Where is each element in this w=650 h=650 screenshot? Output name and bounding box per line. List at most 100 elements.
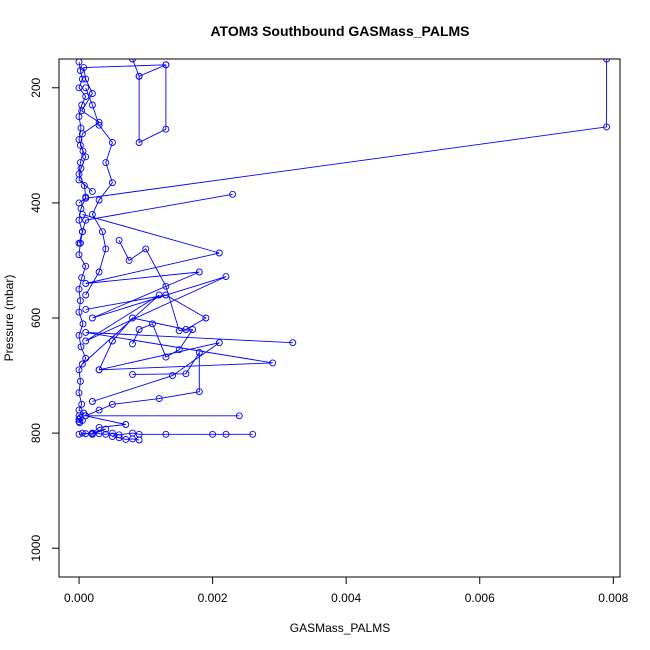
data-point <box>95 268 103 276</box>
data-point <box>215 249 223 257</box>
series-layer <box>75 59 611 444</box>
data-point <box>76 141 84 149</box>
data-point <box>82 305 90 313</box>
series-line-5 <box>138 64 167 144</box>
data-point <box>79 147 87 155</box>
data-point <box>76 377 84 385</box>
data-point <box>108 139 116 146</box>
data-point <box>77 164 85 172</box>
data-point <box>189 326 197 333</box>
data-point <box>75 239 83 247</box>
data-point <box>162 282 170 290</box>
data-point <box>142 245 150 253</box>
data-point <box>129 314 136 322</box>
data-point <box>162 61 170 69</box>
data-point <box>75 430 83 438</box>
data-point <box>75 59 83 66</box>
data-point <box>122 435 130 443</box>
data-point <box>82 291 90 299</box>
data-point <box>78 360 86 368</box>
data-point <box>78 130 86 138</box>
data-point <box>108 433 116 441</box>
data-point <box>162 353 170 361</box>
data-point <box>202 314 210 322</box>
data-point <box>149 320 156 328</box>
data-point <box>78 429 86 437</box>
data-point <box>78 107 86 115</box>
data-point <box>175 346 183 354</box>
data-point <box>182 370 190 378</box>
data-point <box>108 179 116 187</box>
data-point <box>108 400 116 408</box>
data-point <box>129 59 136 63</box>
data-point <box>222 430 230 438</box>
series-line-10 <box>85 350 200 417</box>
data-point <box>122 421 130 428</box>
series-line-2 <box>78 59 608 204</box>
data-point <box>195 388 203 396</box>
data-point <box>209 430 217 438</box>
data-point <box>229 190 237 198</box>
data-point <box>82 337 90 345</box>
data-point <box>75 331 83 339</box>
data-point <box>75 285 83 293</box>
data-point <box>102 159 110 167</box>
data-point <box>75 389 83 397</box>
data-point <box>75 418 83 426</box>
y-tick-label: 800 <box>29 423 43 443</box>
data-point <box>95 366 103 374</box>
data-point <box>82 84 90 92</box>
data-point <box>135 326 143 333</box>
data-point <box>82 153 90 161</box>
data-point <box>95 430 103 438</box>
data-point <box>249 430 257 438</box>
y-tick-label: 600 <box>29 308 43 328</box>
series-line-3 <box>78 193 233 244</box>
data-point <box>88 101 96 109</box>
data-point <box>129 340 136 348</box>
data-point <box>76 297 84 305</box>
data-point <box>82 262 90 270</box>
data-point <box>162 291 170 299</box>
series-line-6 <box>82 213 227 365</box>
data-point <box>82 430 90 438</box>
data-point <box>162 125 170 133</box>
data-point <box>75 84 83 92</box>
data-point <box>603 59 611 63</box>
data-point <box>82 75 90 83</box>
data-point <box>79 320 87 328</box>
data-point <box>78 400 86 408</box>
data-point <box>162 430 170 438</box>
data-point <box>215 339 223 347</box>
data-point <box>75 415 83 423</box>
data-point <box>78 228 86 236</box>
data-point <box>88 430 96 438</box>
series-line-8 <box>85 294 207 370</box>
data-point <box>78 210 86 218</box>
data-point <box>80 182 88 190</box>
data-point <box>75 199 83 207</box>
data-point <box>108 337 116 345</box>
data-point <box>135 139 143 146</box>
chart-title: ATOM3 Southbound GASMass_PALMS <box>210 23 469 39</box>
data-point <box>95 196 103 204</box>
series-line-9 <box>85 331 293 402</box>
data-point <box>75 308 83 316</box>
data-point <box>135 436 143 444</box>
data-point <box>75 176 83 184</box>
data-point <box>603 123 611 131</box>
data-point <box>95 406 103 414</box>
data-point <box>88 398 96 405</box>
y-axis-label: Pressure (mbar) <box>2 275 16 362</box>
data-point <box>82 412 90 420</box>
data-point <box>75 216 83 224</box>
data-point <box>108 429 116 437</box>
data-point <box>75 366 83 374</box>
data-point <box>169 372 176 380</box>
data-point <box>129 370 136 378</box>
data-point <box>195 349 203 356</box>
data-point <box>98 228 106 236</box>
y-tick-label: 200 <box>29 77 43 97</box>
